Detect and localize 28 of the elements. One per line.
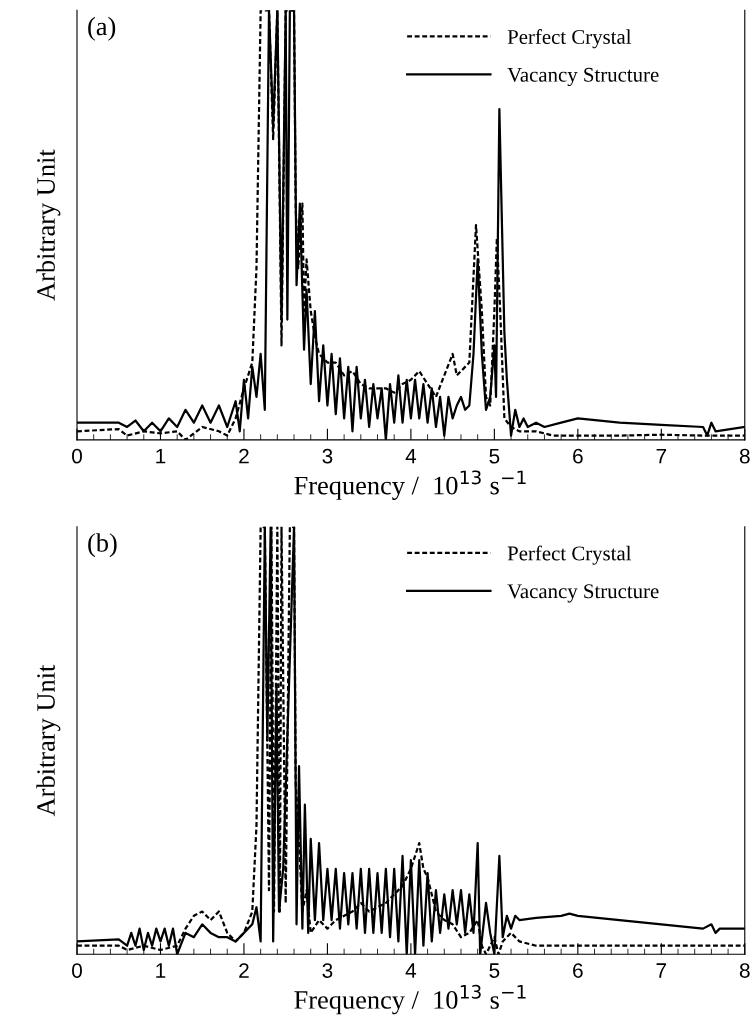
x-tick-label: 5 — [489, 963, 500, 978]
x-tick-label: 2 — [239, 448, 249, 464]
legend-label: Vacancy Structure — [507, 584, 659, 603]
x-tick-label: 1 — [156, 963, 166, 978]
legend-label: Perfect Crystal — [507, 545, 632, 565]
x-tick-label: 6 — [573, 963, 583, 978]
x-axis-title: Frequency / 10$^{13}$ s$^{−1}$ — [294, 470, 526, 500]
x-tick-label: 3 — [322, 448, 333, 464]
legend-label: Perfect Crystal — [507, 29, 632, 49]
x-tick-label: 0 — [72, 963, 82, 978]
x-tick-label: 8 — [739, 963, 750, 978]
y-axis-title: Arbitrary Unit — [36, 149, 61, 301]
x-tick-label: 2 — [239, 963, 249, 978]
x-tick-label: 7 — [656, 448, 667, 464]
x-tick-label: 1 — [156, 448, 166, 464]
annotation: (a) — [88, 16, 116, 41]
x-tick-label: 6 — [573, 448, 583, 464]
y-axis-title: Arbitrary Unit — [36, 664, 61, 817]
annotation: (b) — [88, 533, 117, 558]
x-axis-title: Frequency / 10$^{13}$ s$^{−1}$ — [294, 984, 526, 1015]
x-tick-label: 5 — [489, 448, 500, 464]
legend-label: Vacancy Structure — [507, 67, 659, 87]
x-tick-label: 8 — [739, 448, 750, 464]
x-tick-label: 4 — [405, 448, 417, 464]
x-tick-label: 0 — [72, 448, 82, 464]
x-tick-label: 7 — [656, 963, 667, 978]
x-tick-label: 4 — [405, 963, 417, 978]
x-tick-label: 3 — [322, 963, 333, 978]
